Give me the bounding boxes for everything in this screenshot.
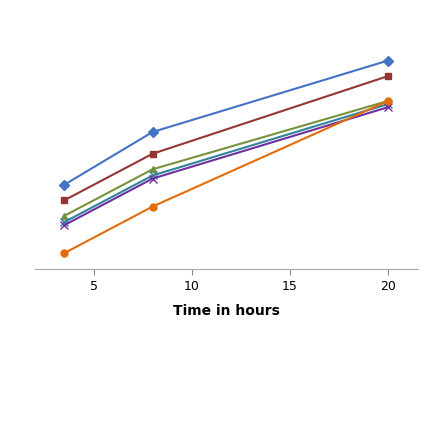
F3 [150,167,155,172]
Line: F1: F1 [61,58,391,189]
F2 [150,152,155,157]
F6 [150,204,155,210]
F5 [150,177,155,182]
F2 [62,198,67,204]
X-axis label: Time in hours: Time in hours [172,303,279,318]
F3 [62,214,67,219]
F6 [62,251,67,256]
F5 [385,105,390,111]
F1 [385,59,390,64]
F2 [385,74,390,79]
F1 [62,183,67,188]
F5 [62,223,67,228]
Line: F2: F2 [61,73,391,204]
F1 [150,130,155,135]
F4 [62,220,67,225]
F4 [385,102,390,107]
F3 [385,99,390,104]
Line: F3: F3 [61,98,391,220]
F4 [150,174,155,179]
F6 [385,99,390,104]
Line: F5: F5 [60,104,391,230]
Line: F4: F4 [60,101,391,227]
Line: F6: F6 [61,98,391,257]
